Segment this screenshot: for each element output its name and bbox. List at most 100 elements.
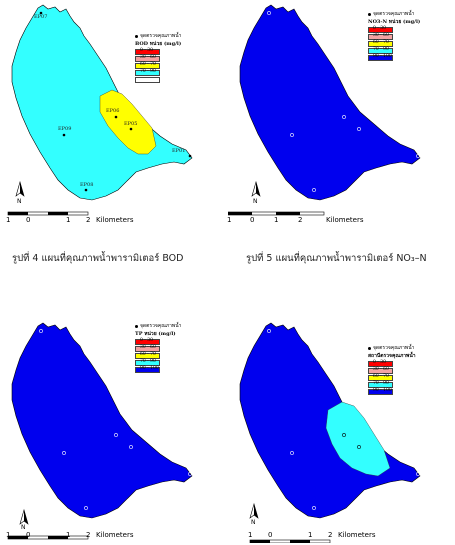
- legend-class-row: 90 - 100: [368, 388, 416, 395]
- station-ep08-dot: [312, 506, 316, 510]
- legend-class-row: 30 - 60: [135, 345, 181, 352]
- legend-header: จุดตรวจคุณภาพน้ำ: [373, 345, 415, 351]
- legend-class-row: 70 - 90: [135, 359, 181, 366]
- scale-seg: [290, 540, 310, 543]
- legend-class-row: 70 - 90: [368, 47, 420, 54]
- station-ep06-dot: [114, 433, 118, 437]
- legend-class-row: 60 - 70: [368, 40, 420, 47]
- map-panel-bod: จุดตรวจคุณภาพน้ำ BOD หน่วย (mg/l) 0 - 30…: [0, 0, 227, 225]
- legend-class-row: 0 - 30: [135, 338, 181, 345]
- station-symbol-icon: [135, 325, 138, 328]
- station-ep06-dot: [342, 115, 346, 119]
- north-arrow-icon: [251, 180, 261, 197]
- legend-class-row: 70 - 90: [368, 381, 416, 388]
- north-arrow-icon: [249, 502, 259, 519]
- legend-swatch: 60 - 70: [368, 374, 393, 381]
- station-ep07-dot: [39, 11, 43, 15]
- north-label: N: [253, 198, 258, 205]
- legend-header: จุดตรวจคุณภาพน้ำ: [140, 33, 182, 39]
- station-ep08-dot: [312, 188, 316, 192]
- legend-class-row: 60 - 70: [135, 62, 181, 69]
- legend-title: TP หน่วย (mg/l): [135, 331, 176, 337]
- legend-swatch: 70 - 90: [135, 359, 160, 366]
- legend-swatch: 30 - 60: [135, 55, 160, 62]
- legend: จุดตรวจคุณภาพน้ำ NO3-N หน่วย (mg/l) 0 - …: [368, 12, 420, 61]
- map-panel-tp: จุดตรวจคุณภาพน้ำ TP หน่วย (mg/l) 0 - 30 3…: [0, 318, 227, 543]
- no3n-map: [228, 4, 421, 216]
- legend-class-row: 30 - 60: [368, 367, 416, 374]
- station-symbol-icon: [368, 347, 371, 350]
- legend-class-row: 0 - 30: [135, 48, 181, 55]
- legend-swatch: 0 - 30: [135, 48, 160, 55]
- legend-class-row: 0 - 30: [368, 26, 420, 33]
- station-label: EP08: [80, 182, 94, 188]
- map-panel-no3n: จุดตรวจคุณภาพน้ำ NO3-N หน่วย (mg/l) 0 - …: [227, 0, 455, 225]
- cyan-zone: [325, 401, 391, 477]
- north-label: N: [17, 198, 22, 205]
- station-ep01-dot: [416, 472, 420, 476]
- legend-swatch: 30 - 60: [135, 345, 160, 352]
- legend-header: จุดตรวจคุณภาพน้ำ: [140, 323, 182, 329]
- station-ep09-dot: [290, 133, 294, 137]
- station-ep05-dot: [357, 127, 361, 131]
- station-ep09-dot: [62, 451, 66, 455]
- lake-shape: [239, 4, 421, 201]
- legend-class-row: 60 - 70: [135, 352, 181, 359]
- station-ep09-dot: [290, 451, 294, 455]
- station-ep07-dot: [39, 329, 43, 333]
- north-arrow-icon: [15, 180, 25, 197]
- legend-title: BOD หน่วย (mg/l): [135, 41, 182, 47]
- figure-caption: รูปที่ 4 แผนที่คุณภาพน้ำพารามิเตอร์ BOD: [12, 253, 184, 264]
- legend-class-row: 30 - 60: [135, 55, 181, 62]
- station-label: EP09: [58, 126, 72, 132]
- legend-swatch: 60 - 70: [135, 62, 160, 69]
- legend-classes: 0 - 30 30 - 60 60 - 70 70 - 90 90 - 100: [135, 338, 181, 373]
- station-ep07-dot: [267, 329, 271, 333]
- station-ep05-dot: [129, 445, 133, 449]
- legend-class-row: 70 - 90: [135, 69, 181, 76]
- legend-swatch: 60 - 70: [135, 352, 160, 359]
- station-ep05-dot: [129, 127, 133, 131]
- legend: จุดตรวจคุณภาพน้ำ สถานีตรวจคุณภาพน้ำ 0 - …: [368, 346, 416, 395]
- scale-seg: [48, 212, 68, 215]
- scale-seg: [276, 212, 300, 215]
- legend-swatch: 70 - 90: [368, 381, 393, 388]
- north-label: N: [21, 524, 26, 531]
- station-label: EP01: [172, 148, 186, 154]
- station-label: EP05: [124, 121, 138, 127]
- scale-seg: [8, 212, 28, 215]
- station-ep08-dot: [84, 188, 88, 192]
- legend-swatch: 30 - 60: [368, 367, 393, 374]
- station-ep01-dot: [188, 472, 192, 476]
- legend-title: สถานีตรวจคุณภาพน้ำ: [368, 353, 416, 359]
- station-ep06-dot: [114, 115, 118, 119]
- legend-class-row: 30 - 60: [368, 33, 420, 40]
- station-ep09-dot: [62, 133, 66, 137]
- legend-class-row: 60 - 70: [368, 374, 416, 381]
- legend-class-row: [135, 76, 181, 83]
- station-ep06-dot: [342, 433, 346, 437]
- legend-swatch: 0 - 30: [368, 360, 393, 367]
- legend-header: จุดตรวจคุณภาพน้ำ: [373, 11, 415, 17]
- north-arrow-icon: [19, 508, 29, 525]
- legend-swatch: 90 - 100: [368, 54, 393, 61]
- map-panel-4: จุดตรวจคุณภาพน้ำ สถานีตรวจคุณภาพน้ำ 0 - …: [228, 318, 455, 543]
- station-symbol-icon: [368, 13, 371, 16]
- panel4-map: [239, 322, 421, 543]
- north-label: N: [251, 519, 256, 526]
- figure-caption: รูปที่ 5 แผนที่คุณภาพน้ำพารามิเตอร์ NO₃–…: [246, 253, 427, 264]
- station-ep01-dot: [416, 154, 420, 158]
- legend-classes: 0 - 30 30 - 60 60 - 70 70 - 90 90 - 100: [368, 360, 416, 395]
- station-symbol-icon: [135, 35, 138, 38]
- station-ep05-dot: [357, 445, 361, 449]
- station-ep01-dot: [188, 154, 192, 158]
- legend-swatch: 90 - 100: [368, 388, 393, 395]
- legend-swatch: 70 - 90: [135, 69, 160, 76]
- station-ep08-dot: [84, 506, 88, 510]
- legend-swatch: [135, 76, 160, 83]
- legend-swatch: 0 - 30: [135, 338, 160, 345]
- legend-classes: 0 - 30 30 - 60 60 - 70 70 - 90: [135, 48, 181, 83]
- bod-map: [7, 4, 193, 216]
- station-label: EP06: [106, 108, 120, 114]
- legend-swatch: 90 - 100: [135, 366, 160, 373]
